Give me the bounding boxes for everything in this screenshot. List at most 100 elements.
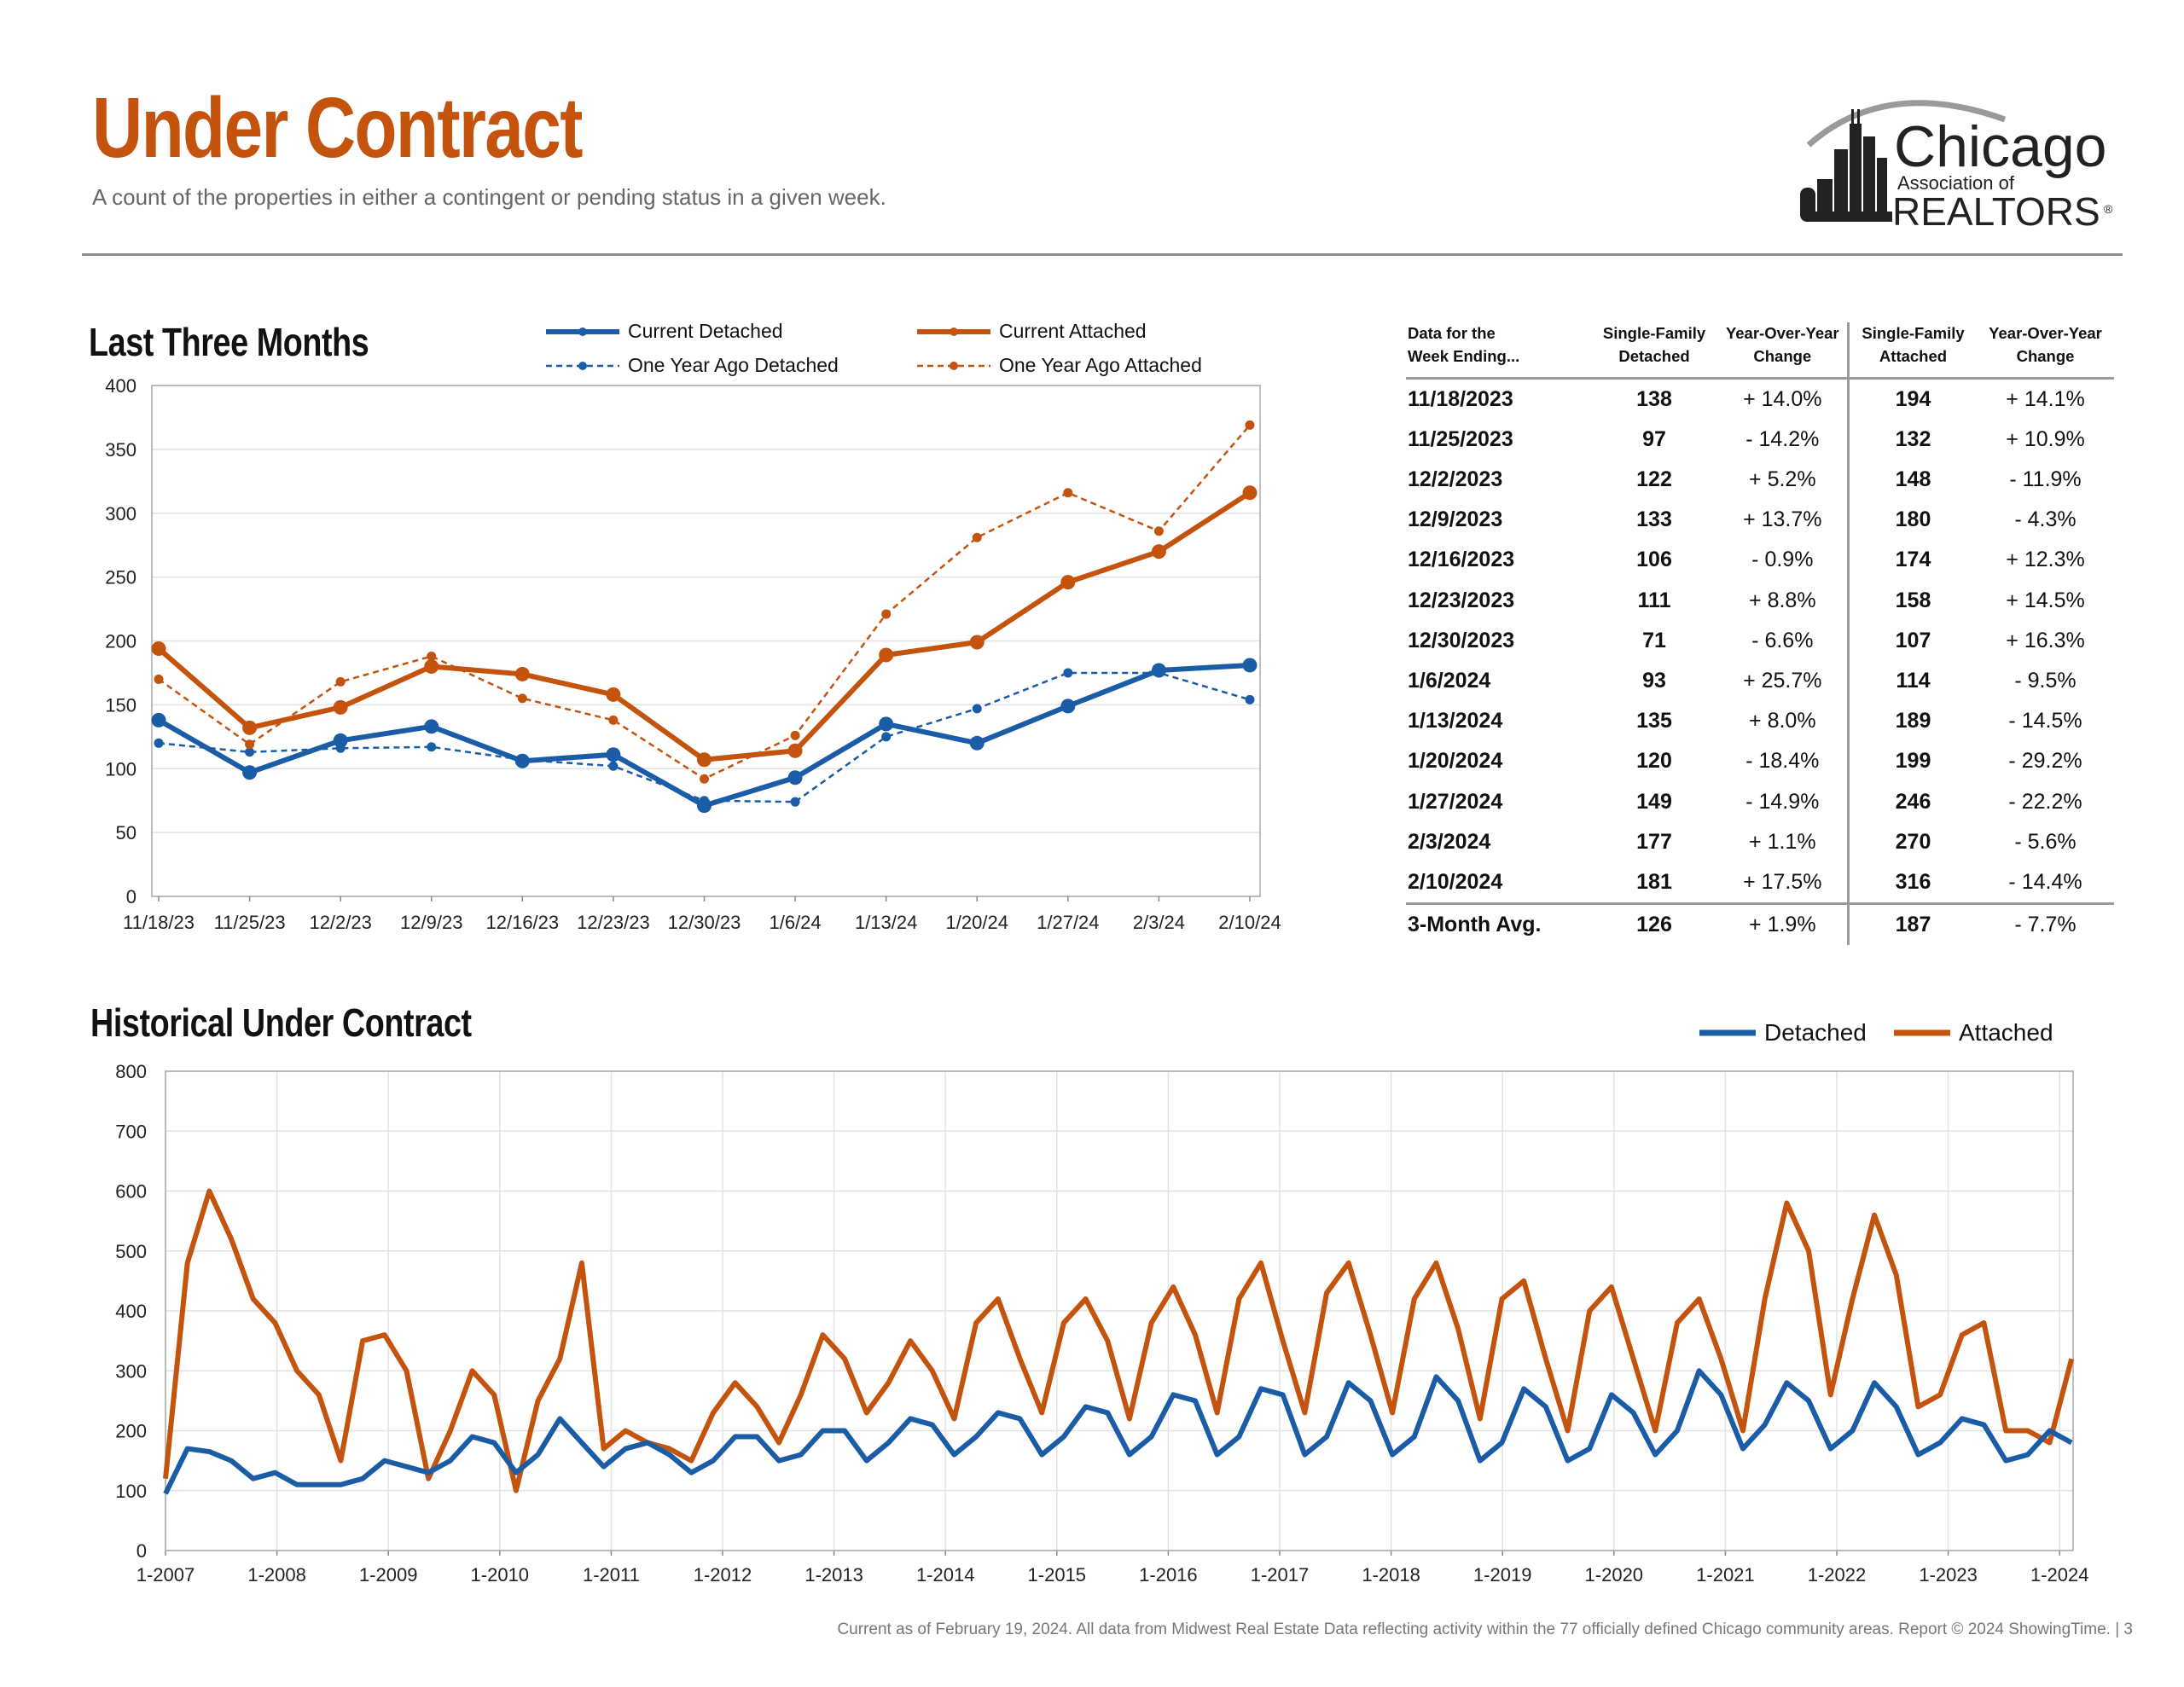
page-title: Under Contract — [92, 80, 584, 176]
cell-detached-change: - 0.9% — [1717, 540, 1850, 581]
data-point — [1063, 488, 1073, 498]
logo-text-realtors: REALTORS — [1892, 189, 2100, 234]
table-row: 1/20/2024 120 - 18.4% 199 - 29.2% — [1406, 741, 2114, 782]
cell-detached-change: + 5.2% — [1717, 460, 1850, 501]
data-point — [879, 716, 894, 732]
data-point — [1245, 420, 1255, 430]
header-divider — [82, 253, 2123, 256]
cell-attached-change: + 10.9% — [2006, 426, 2085, 451]
table-row: 1/27/2024 149 - 14.9% 246 - 22.2% — [1406, 781, 2114, 822]
cell-detached: 97 — [1642, 426, 1666, 451]
x-tick-label: 1-2009 — [359, 1564, 418, 1586]
x-tick-label: 1-2022 — [1808, 1564, 1867, 1586]
logo-text-association: Association of — [1897, 172, 2015, 194]
cell-detached-change: - 6.6% — [1717, 620, 1850, 661]
cell-detached-change: - 14.9% — [1717, 781, 1850, 822]
legend-label-one-year-ago-detached: One Year Ago Detached — [628, 354, 839, 376]
data-point — [881, 732, 892, 742]
cell-detached: 177 — [1636, 829, 1672, 854]
table-row: 11/18/2023 138 + 14.0% 194 + 14.1% — [1406, 378, 2114, 420]
y-tick-label: 250 — [105, 567, 136, 588]
cell-attached-change: - 29.2% — [2008, 749, 2082, 774]
table-header-line: Single-Family — [1862, 324, 1965, 342]
table-header-line: Data for the — [1408, 324, 1496, 342]
x-tick-label: 1-2008 — [247, 1564, 306, 1586]
table-header-line: Change — [1753, 346, 1812, 365]
table-row: 12/30/2023 71 - 6.6% 107 + 16.3% — [1406, 620, 2114, 661]
x-tick-label: 1-2024 — [2030, 1564, 2089, 1586]
x-tick-label: 1-2023 — [1919, 1564, 1978, 1586]
cell-detached: 126 — [1590, 902, 1718, 946]
plot-frame — [151, 385, 1261, 897]
cell-detached: 135 — [1636, 709, 1672, 733]
legend-swatch-current-detached — [546, 327, 619, 336]
data-point — [790, 797, 800, 807]
cell-week: 2/3/2024 — [1408, 829, 1491, 854]
data-point — [1060, 699, 1076, 714]
cell-detached-change: + 1.9% — [1717, 902, 1850, 946]
table-row-average: 3-Month Avg. 126 + 1.9% 187- 7.7% — [1406, 902, 2114, 946]
cell-attached: 174 — [1895, 548, 1931, 572]
cell-attached: 246 — [1895, 789, 1931, 814]
data-point — [697, 752, 712, 768]
table-row: 12/2/2023 122 + 5.2% 148 - 11.9% — [1406, 460, 2114, 501]
cell-attached: 194 — [1895, 386, 1931, 411]
data-point — [1153, 526, 1164, 536]
cell-week: 1/20/2024 — [1408, 749, 1503, 774]
cell-week: 11/25/2023 — [1408, 426, 1513, 451]
series-line-current-detached — [157, 662, 1251, 809]
cell-attached-change: - 14.4% — [2008, 869, 2082, 894]
legend-label-attached: Attached — [1959, 1019, 2053, 1046]
legend-swatch-one-year-ago-detached — [546, 361, 619, 370]
cell-week: 1/13/2024 — [1408, 709, 1503, 733]
y-tick-label: 350 — [105, 439, 136, 461]
footer-note: Current as of February 19, 2024. All dat… — [837, 1620, 2133, 1638]
data-point — [242, 765, 258, 780]
table-header-week: Data for the Week Ending... — [1406, 322, 1591, 380]
legend-swatch-current-attached — [917, 327, 990, 336]
y-tick-label: 50 — [116, 822, 136, 844]
page-subtitle: A count of the properties in either a co… — [92, 184, 886, 210]
data-point — [427, 742, 437, 752]
data-point — [333, 699, 348, 715]
data-point — [517, 693, 527, 704]
cell-attached: 107 — [1895, 628, 1931, 652]
cell-detached: 138 — [1636, 386, 1672, 411]
x-tick-label: 1/20/24 — [946, 912, 1008, 933]
legend-current-attached: Current Attached — [915, 320, 1147, 343]
cell-attached-change: + 14.5% — [2006, 588, 2085, 612]
cell-attached-change: + 14.1% — [2006, 386, 2085, 411]
data-point — [151, 641, 166, 656]
data-point — [1060, 575, 1076, 590]
x-tick-label: 1-2010 — [471, 1564, 530, 1586]
data-point — [700, 774, 709, 784]
historical-under-contract-chart: 0 100 200 300 400 500 600 700 800 1-2007 1-2008 1-2… — [115, 1061, 2089, 1586]
y-tick-label: 100 — [105, 758, 136, 780]
data-point — [972, 532, 982, 542]
data-point — [1151, 663, 1166, 678]
x-tick-label: 2/3/24 — [1133, 912, 1185, 933]
x-tick-label: 1-2021 — [1696, 1564, 1755, 1586]
series-line-detached — [163, 1368, 2073, 1495]
x-tick-label: 12/23/23 — [577, 912, 650, 933]
cell-attached-change: + 16.3% — [2006, 628, 2085, 652]
legend-detached: Detached — [1698, 1019, 1867, 1046]
y-tick-label: 600 — [115, 1181, 147, 1203]
data-point — [424, 658, 439, 674]
cell-attached: 187 — [1848, 902, 1978, 946]
series-line-attached — [163, 1188, 2075, 1493]
x-tick-label: 1-2012 — [694, 1564, 752, 1586]
cell-attached-change: - 11.9% — [2009, 467, 2082, 492]
y-tick-label: 0 — [136, 1540, 147, 1562]
chart2-title: Historical Under Contract — [90, 1000, 472, 1045]
cell-week: 1/6/2024 — [1408, 669, 1491, 693]
y-tick-label: 400 — [115, 1301, 147, 1322]
legend-label-one-year-ago-attached: One Year Ago Attached — [999, 354, 1202, 376]
table-header-attached: Single-Family Attached — [1848, 322, 1978, 380]
cell-week: 12/23/2023 — [1408, 588, 1515, 612]
legend-swatch-one-year-ago-attached — [917, 361, 990, 370]
cell-detached: 133 — [1636, 507, 1672, 532]
cell-attached-change: + 12.3% — [2006, 548, 2085, 572]
cell-week: 12/16/2023 — [1408, 548, 1515, 572]
cell-attached-change: - 4.3% — [2014, 507, 2077, 532]
